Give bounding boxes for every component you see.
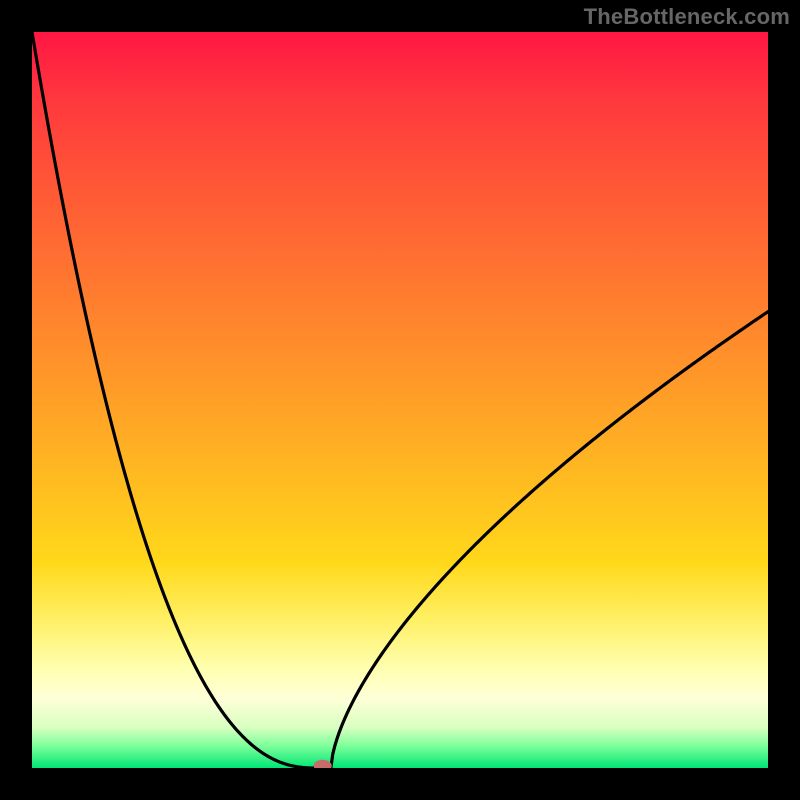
gradient-background	[32, 32, 768, 768]
bottleneck-chart-svg	[0, 0, 800, 800]
chart-root: TheBottleneck.com	[0, 0, 800, 800]
watermark-text: TheBottleneck.com	[584, 4, 790, 30]
